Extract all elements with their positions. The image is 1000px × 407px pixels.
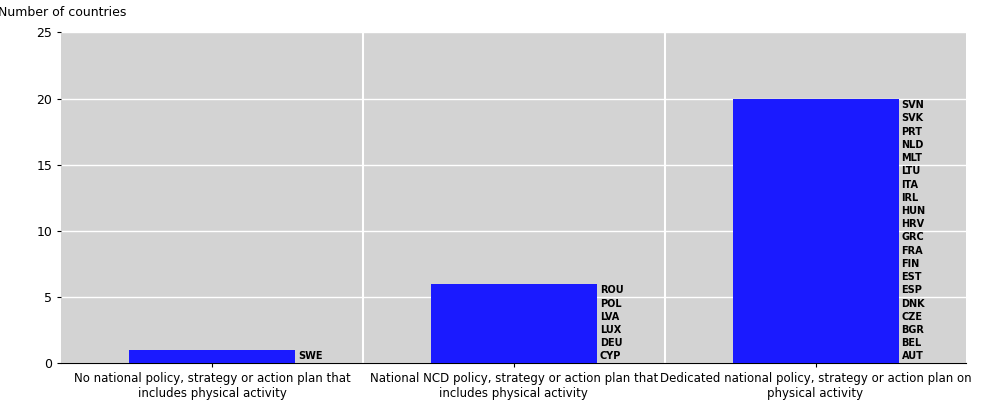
Text: CYP: CYP [600, 351, 621, 361]
Text: FRA: FRA [902, 246, 923, 256]
Text: DNK: DNK [902, 298, 925, 309]
Text: SVK: SVK [902, 114, 924, 123]
Text: NLD: NLD [902, 140, 924, 150]
Bar [129, 350, 295, 363]
Text: SVN: SVN [902, 100, 924, 110]
Text: GRC: GRC [902, 232, 924, 243]
Text: LVA: LVA [600, 312, 619, 322]
Text: Number of countries: Number of countries [0, 6, 126, 19]
Text: MLT: MLT [902, 153, 923, 163]
Text: ESP: ESP [902, 285, 922, 295]
Text: BEL: BEL [902, 338, 922, 348]
Text: HRV: HRV [902, 219, 925, 229]
Text: SWE: SWE [298, 351, 323, 361]
Text: DEU: DEU [600, 338, 622, 348]
Text: IRL: IRL [902, 193, 919, 203]
Text: HUN: HUN [902, 206, 926, 216]
Text: LTU: LTU [902, 166, 921, 176]
Text: CZE: CZE [902, 312, 923, 322]
Text: LUX: LUX [600, 325, 621, 335]
Text: ROU: ROU [600, 285, 623, 295]
Bar [431, 284, 597, 363]
Text: AUT: AUT [902, 351, 923, 361]
Text: POL: POL [600, 298, 621, 309]
Text: ITA: ITA [902, 179, 919, 190]
Text: EST: EST [902, 272, 922, 282]
Text: BGR: BGR [902, 325, 924, 335]
Text: PRT: PRT [902, 127, 923, 137]
Text: FIN: FIN [902, 259, 920, 269]
Bar [733, 98, 899, 363]
